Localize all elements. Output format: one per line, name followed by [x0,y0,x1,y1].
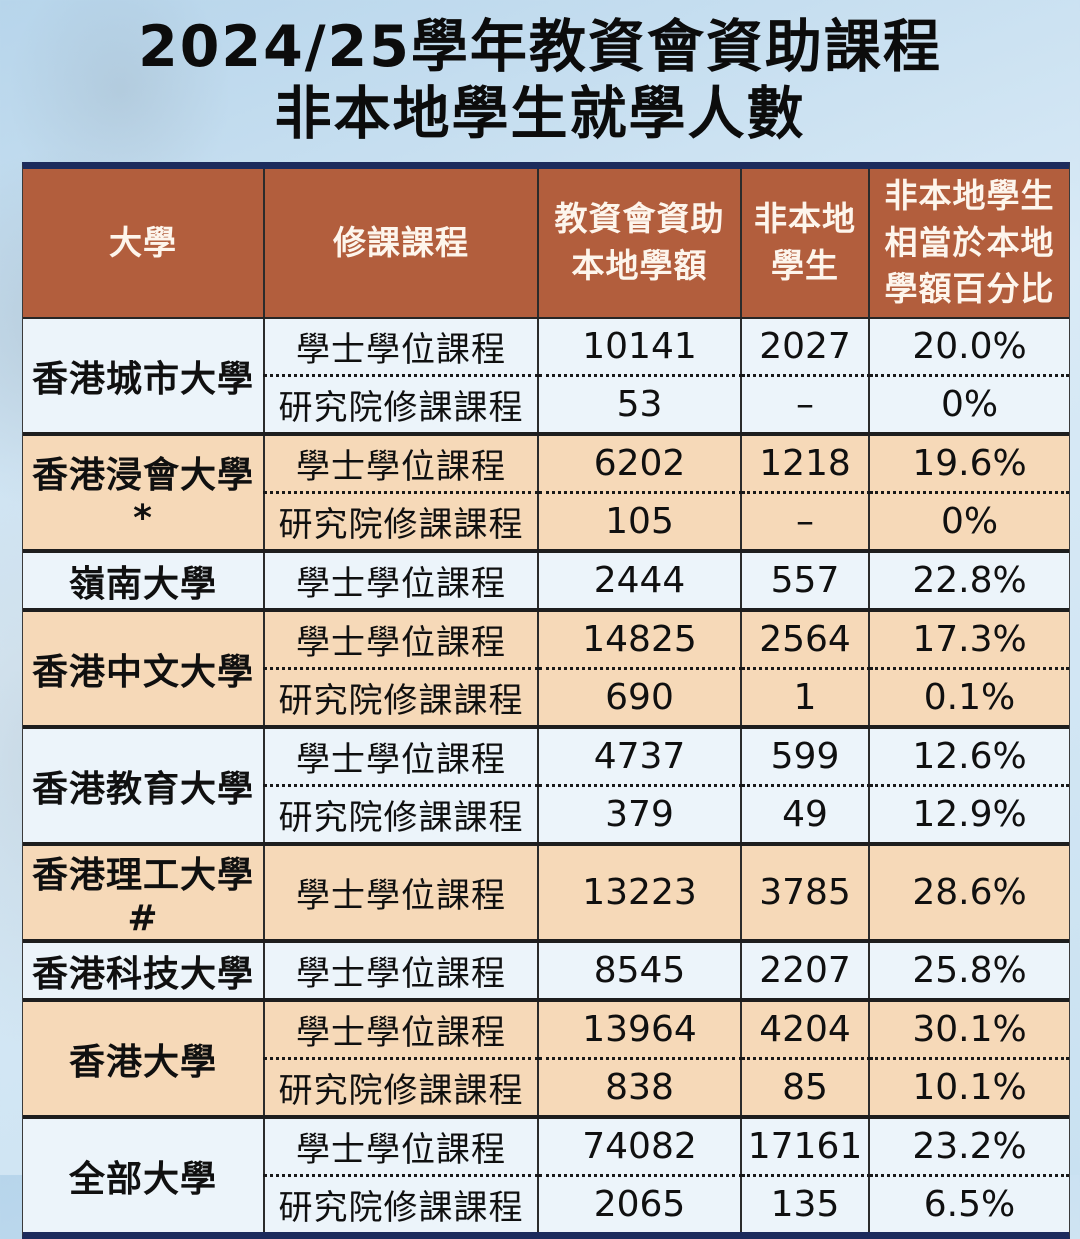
university-cell: 香港理工大學# [23,842,265,941]
nonlocal-students-cell: 1 [741,667,870,727]
university-cell: 香港科技大學 [23,939,265,1000]
programme-cell: 研究院修課課程 [264,784,539,844]
nonlocal-students-cell: – [741,491,870,551]
programme-cell: 學士學位課程 [264,939,539,1000]
percentage-cell: 17.3% [869,608,1069,669]
column-header-programme: 修課課程 [264,169,539,319]
column-header-percentage: 非本地學生 相當於本地 學額百分比 [869,169,1069,319]
percentage-cell: 12.9% [869,784,1069,844]
university-cell: 香港城市大學 [23,318,265,434]
table-row: 研究院修課課程 105 – 0% [23,491,1069,551]
nonlocal-students-cell: 135 [741,1174,870,1232]
programme-cell: 學士學位課程 [264,318,539,376]
nonlocal-students-cell: 2564 [741,608,870,669]
university-cell: 嶺南大學 [23,549,265,610]
header-row: 大學 修課課程 教資會資助 本地學額 非本地 學生 非本地學生 相當於本地 學額… [23,169,1069,319]
university-cell: 香港中文大學 [23,608,265,727]
programme-cell: 研究院修課課程 [264,1174,539,1232]
table-row: 香港浸會大學* 學士學位課程 6202 1218 19.6% [23,432,1069,551]
percentage-cell: 23.2% [869,1115,1069,1176]
funded-places-cell: 690 [538,667,742,727]
programme-cell: 學士學位課程 [264,842,539,941]
percentage-cell: 6.5% [869,1174,1069,1232]
table-container: 大學 修課課程 教資會資助 本地學額 非本地 學生 非本地學生 相當於本地 學額… [22,162,1070,1239]
nonlocal-students-cell: 557 [741,549,870,610]
programme-cell: 學士學位課程 [264,608,539,669]
table-row: 全部大學 學士學位課程 74082 17161 23.2% [23,1115,1069,1232]
funded-places-cell: 14825 [538,608,742,669]
percentage-cell: 25.8% [869,939,1069,1000]
university-cell: 香港浸會大學* [23,432,265,551]
table-row: 香港教育大學 學士學位課程 4737 599 12.6% [23,725,1069,844]
university-cell: 香港教育大學 [23,725,265,844]
percentage-cell: 10.1% [869,1057,1069,1117]
column-header-nonlocal-students: 非本地 學生 [741,169,870,319]
funded-places-cell: 2444 [538,549,742,610]
funded-places-cell: 13223 [538,842,742,941]
table-row: 研究院修課課程 53 – 0% [23,374,1069,434]
nonlocal-students-cell: 17161 [741,1115,870,1176]
nonlocal-students-cell: 2207 [741,939,870,1000]
table-row: 嶺南大學 學士學位課程 2444 557 22.8% [23,549,1069,610]
funded-places-cell: 8545 [538,939,742,1000]
percentage-cell: 28.6% [869,842,1069,941]
table-row: 香港科技大學 學士學位課程 8545 2207 25.8% [23,939,1069,1000]
nonlocal-students-cell: 599 [741,725,870,786]
programme-cell: 研究院修課課程 [264,374,539,434]
column-header-funded-places: 教資會資助 本地學額 [538,169,742,319]
funded-places-cell: 13964 [538,998,742,1059]
column-header-university: 大學 [23,169,265,319]
nonlocal-students-cell: 85 [741,1057,870,1117]
funded-places-cell: 74082 [538,1115,742,1176]
funded-places-cell: 2065 [538,1174,742,1232]
percentage-cell: 0% [869,491,1069,551]
table-row: 研究院修課課程 838 85 10.1% [23,1057,1069,1117]
table-row: 香港城市大學 學士學位課程 10141 2027 20.0% [23,318,1069,434]
funded-places-cell: 838 [538,1057,742,1117]
funded-places-cell: 53 [538,374,742,434]
funded-places-cell: 10141 [538,318,742,376]
programme-cell: 研究院修課課程 [264,491,539,551]
page-title: 2024/25學年教資會資助課程 非本地學生就學人數 [0,14,1080,147]
page-title-line-2: 非本地學生就學人數 [274,80,806,147]
nonlocal-students-cell: 4204 [741,998,870,1059]
percentage-cell: 22.8% [869,549,1069,610]
percentage-cell: 19.6% [869,432,1069,493]
programme-cell: 學士學位課程 [264,432,539,493]
table-row: 香港理工大學# 學士學位課程 13223 3785 28.6% [23,842,1069,941]
percentage-cell: 20.0% [869,318,1069,376]
table-row: 香港大學 學士學位課程 13964 4204 30.1% [23,998,1069,1117]
programme-cell: 學士學位課程 [264,549,539,610]
percentage-cell: 12.6% [869,725,1069,786]
table-row: 研究院修課課程 379 49 12.9% [23,784,1069,844]
nonlocal-students-cell: 49 [741,784,870,844]
programme-cell: 研究院修課課程 [264,1057,539,1117]
programme-cell: 研究院修課課程 [264,667,539,727]
percentage-cell: 30.1% [869,998,1069,1059]
nonlocal-students-cell: – [741,374,870,434]
funded-places-cell: 105 [538,491,742,551]
programme-cell: 學士學位課程 [264,725,539,786]
percentage-cell: 0.1% [869,667,1069,727]
programme-cell: 學士學位課程 [264,1115,539,1176]
university-cell: 香港大學 [23,998,265,1117]
programme-cell: 學士學位課程 [264,998,539,1059]
percentage-cell: 0% [869,374,1069,434]
nonlocal-students-cell: 3785 [741,842,870,941]
enrollment-table: 大學 修課課程 教資會資助 本地學額 非本地 學生 非本地學生 相當於本地 學額… [23,169,1069,1232]
nonlocal-students-cell: 2027 [741,318,870,376]
table-row: 研究院修課課程 690 1 0.1% [23,667,1069,727]
funded-places-cell: 4737 [538,725,742,786]
funded-places-cell: 379 [538,784,742,844]
page-title-line-1: 2024/25學年教資會資助課程 [138,14,942,80]
funded-places-cell: 6202 [538,432,742,493]
table-row: 香港中文大學 學士學位課程 14825 2564 17.3% [23,608,1069,727]
nonlocal-students-cell: 1218 [741,432,870,493]
